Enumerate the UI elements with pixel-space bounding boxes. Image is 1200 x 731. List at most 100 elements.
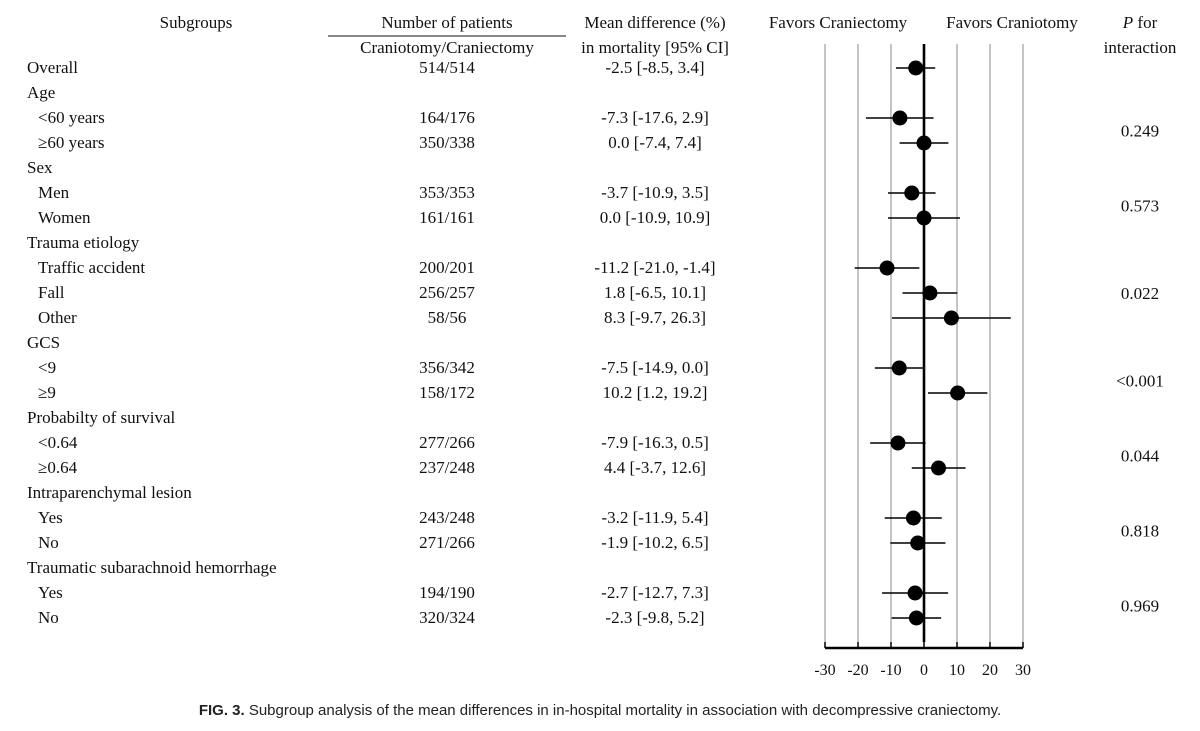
point-estimate: [904, 185, 920, 201]
mean-difference-ci: -1.9 [-10.2, 6.5]: [601, 533, 709, 552]
p-interaction-value: 0.249: [1121, 122, 1159, 141]
point-estimates: [879, 60, 966, 626]
mean-difference-ci: -11.2 [-21.0, -1.4]: [594, 258, 715, 277]
mean-difference-ci: 0.0 [-10.9, 10.9]: [600, 208, 710, 227]
point-estimate: [950, 385, 966, 401]
subgroup-category-label: Sex: [27, 158, 53, 177]
p-interaction-value: 0.573: [1121, 197, 1159, 216]
p-interaction-value: 0.022: [1121, 284, 1159, 303]
subgroup-label: <60 years: [38, 108, 105, 127]
mean-difference-ci: 8.3 [-9.7, 26.3]: [604, 308, 706, 327]
p-interaction-value: 0.818: [1121, 522, 1159, 541]
subgroup-label: ≥60 years: [38, 133, 104, 152]
forest-plot-area: -30 -20 -10 0 10 20 30: [814, 44, 1031, 679]
mean-difference-ci: 1.8 [-6.5, 10.1]: [604, 283, 706, 302]
point-estimate: [892, 110, 908, 126]
p-interaction-value: 0.044: [1121, 447, 1160, 466]
patients-count: 320/324: [419, 608, 475, 627]
patients-count: 256/257: [419, 283, 475, 302]
subgroup-category-label: Trauma etiology: [27, 233, 140, 252]
header-p-italic: P: [1122, 13, 1133, 32]
x-axis-tick-label: 30: [1015, 662, 1031, 679]
subgroup-category-label: Probabilty of survival: [27, 408, 176, 427]
patients-count: 243/248: [419, 508, 475, 527]
header-p-rest: for: [1133, 13, 1157, 32]
mean-difference-ci: -3.2 [-11.9, 5.4]: [601, 508, 708, 527]
patients-count: 161/161: [419, 208, 475, 227]
point-estimate: [910, 535, 926, 551]
subgroup-label: Fall: [38, 283, 65, 302]
header-md-sub: in mortality [95% CI]: [581, 38, 729, 57]
x-axis-tick-label: 20: [982, 662, 998, 679]
subgroup-label: Women: [38, 208, 91, 227]
subgroup-label: ≥0.64: [38, 458, 78, 477]
patients-count: 356/342: [419, 358, 475, 377]
subgroup-label: No: [38, 608, 59, 627]
subgroup-label: Men: [38, 183, 70, 202]
subgroup-label: No: [38, 533, 59, 552]
subgroup-category-label: Intraparenchymal lesion: [27, 483, 192, 502]
point-estimate: [879, 260, 895, 276]
x-axis-tick-label: 0: [920, 662, 928, 679]
point-estimate: [922, 285, 938, 301]
subgroup-label: <0.64: [38, 433, 78, 452]
header-favors-right: Favors Craniotomy: [946, 13, 1078, 32]
subgroup-table: Overall 514/514 -2.5 [-8.5, 3.4] Age <60 yea…: [27, 58, 716, 627]
point-estimate: [905, 510, 921, 526]
point-estimate: [891, 360, 907, 376]
subgroup-label: Yes: [38, 508, 63, 527]
subgroup-label: ≥9: [38, 383, 56, 402]
patients-count: 200/201: [419, 258, 475, 277]
subgroup-category-label: GCS: [27, 333, 60, 352]
p-interaction-value: <0.001: [1116, 372, 1164, 391]
mean-difference-ci: 0.0 [-7.4, 7.4]: [608, 133, 701, 152]
p-interaction-value: 0.969: [1121, 597, 1159, 616]
patients-count: 58/56: [428, 308, 467, 327]
header-patients-title: Number of patients: [381, 13, 512, 32]
header-patients-sub: Craniotomy/Craniectomy: [360, 38, 534, 57]
point-estimate: [916, 135, 932, 151]
point-estimate: [931, 460, 947, 476]
caption-label: FIG. 3.: [199, 702, 245, 719]
patients-count: 237/248: [419, 458, 475, 477]
mean-difference-ci: 10.2 [1.2, 19.2]: [603, 383, 708, 402]
x-axis: -30 -20 -10 0 10 20 30: [814, 642, 1031, 679]
mean-difference-ci: -2.3 [-9.8, 5.2]: [605, 608, 704, 627]
mean-difference-ci: -2.5 [-8.5, 3.4]: [605, 58, 704, 77]
patients-count: 277/266: [419, 433, 475, 452]
grid-lines: [824, 44, 1024, 642]
x-axis-tick-label: 10: [949, 662, 965, 679]
mean-difference-ci: -2.7 [-12.7, 7.3]: [601, 583, 709, 602]
point-estimate: [908, 60, 924, 76]
patients-count: 514/514: [419, 58, 475, 77]
mean-difference-ci: -7.9 [-16.3, 0.5]: [601, 433, 709, 452]
mean-difference-ci: -7.5 [-14.9, 0.0]: [601, 358, 709, 377]
subgroup-label: Overall: [27, 58, 78, 77]
patients-count: 164/176: [419, 108, 475, 127]
point-estimate: [916, 210, 932, 226]
point-estimate: [907, 585, 923, 601]
point-estimate: [943, 310, 959, 326]
point-estimate: [890, 435, 906, 451]
x-axis-tick-label: -10: [880, 662, 901, 679]
header-md-title: Mean difference (%): [584, 13, 725, 32]
subgroup-label: Traffic accident: [38, 258, 145, 277]
figure-caption: FIG. 3. Subgroup analysis of the mean di…: [199, 702, 1001, 719]
column-headers: Subgroups Number of patients Craniotomy/…: [160, 13, 1177, 57]
header-p-line2: interaction: [1104, 38, 1177, 57]
patients-count: 350/338: [419, 133, 475, 152]
x-axis-tick-label: -20: [847, 662, 868, 679]
mean-difference-ci: -3.7 [-10.9, 3.5]: [601, 183, 709, 202]
patients-count: 194/190: [419, 583, 475, 602]
header-favors-left: Favors Craniectomy: [769, 13, 908, 32]
subgroup-label: Other: [38, 308, 77, 327]
subgroup-label: Yes: [38, 583, 63, 602]
caption-text: Subgroup analysis of the mean difference…: [245, 702, 1001, 719]
patients-count: 271/266: [419, 533, 475, 552]
header-subgroups: Subgroups: [160, 13, 233, 32]
patients-count: 353/353: [419, 183, 475, 202]
subgroup-category-label: Traumatic subarachnoid hemorrhage: [27, 558, 277, 577]
header-p-line1: P for: [1122, 13, 1158, 32]
mean-difference-ci: -7.3 [-17.6, 2.9]: [601, 108, 709, 127]
